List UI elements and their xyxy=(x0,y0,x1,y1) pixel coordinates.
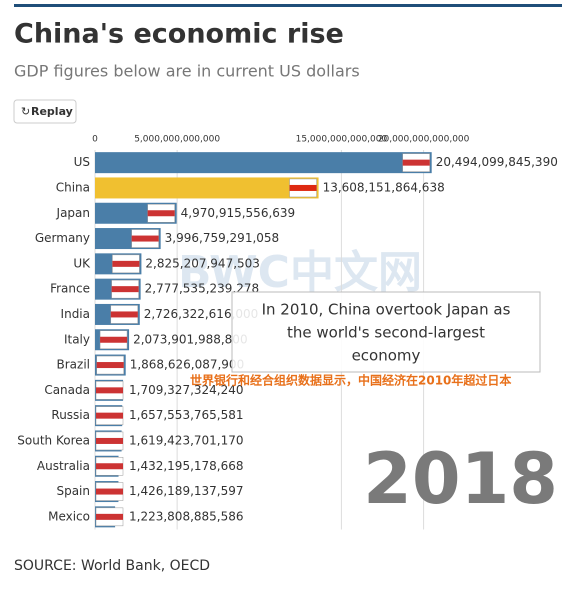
y-tick-label: India xyxy=(61,307,90,321)
value-label: 13,608,151,864,638 xyxy=(323,180,445,194)
flag-stripe xyxy=(402,159,430,166)
x-tick-label: 0 xyxy=(92,135,98,145)
annotation-line: In 2010, China overtook Japan as xyxy=(262,301,511,319)
value-label: 1,619,423,701,170 xyxy=(129,433,244,447)
annotation-line: the world's second-largest xyxy=(287,324,485,342)
flag xyxy=(402,153,430,172)
button-box[interactable] xyxy=(13,99,77,124)
y-tick-label: Russia xyxy=(51,408,90,422)
caption: 世界银行和经合组织数据显示，中国经济在2010年超过日本 xyxy=(190,373,511,388)
flag xyxy=(95,482,124,501)
y-tick-label: Brazil xyxy=(57,358,91,372)
replay-button[interactable]: ↻ Replay xyxy=(13,99,77,124)
flag xyxy=(95,431,124,451)
flag xyxy=(112,254,140,274)
flag xyxy=(131,229,159,248)
value-label: 2,825,207,947,503 xyxy=(145,256,260,270)
flag-stripe xyxy=(96,488,123,495)
y-tick-label: Spain xyxy=(56,484,90,498)
value-label: 4,970,915,556,639 xyxy=(181,206,296,220)
y-tick-label: South Korea xyxy=(17,433,90,447)
flag xyxy=(99,330,128,349)
y-tick-label: Germany xyxy=(35,231,90,245)
value-label: 1,432,195,178,668 xyxy=(129,459,244,473)
chart-title: China's economic rise xyxy=(14,19,344,50)
annotation-box xyxy=(231,291,541,373)
flag xyxy=(96,355,124,375)
annotation-line: economy xyxy=(352,347,421,365)
x-tick-label: 20,000,000,000,000 xyxy=(378,135,470,145)
y-tick-label: China xyxy=(56,180,90,194)
flag-stripe xyxy=(96,387,123,394)
flag-stripe xyxy=(289,184,317,191)
flag-stripe xyxy=(110,311,138,318)
flag-stripe xyxy=(131,235,159,242)
top-rule xyxy=(14,4,562,7)
y-tick-label: Australia xyxy=(37,459,90,473)
value-label: 1,223,808,885,586 xyxy=(129,509,244,523)
flag-stripe xyxy=(111,286,139,293)
value-label: 1,657,553,765,581 xyxy=(129,408,244,422)
y-tick-label: UK xyxy=(73,256,91,270)
y-tick-label: France xyxy=(50,282,90,296)
flag-stripe xyxy=(96,463,123,470)
button-icon[interactable]: ↻ xyxy=(21,105,30,118)
value-label: 20,494,099,845,390 xyxy=(436,155,558,169)
y-tick-label: Mexico xyxy=(48,509,90,523)
flag-stripe xyxy=(147,210,175,217)
value-label: 2,073,901,988,800 xyxy=(133,332,248,346)
y-tick-label: Canada xyxy=(44,383,90,397)
flag-stripe xyxy=(96,513,123,520)
value-label: 2,726,322,616,000 xyxy=(144,307,259,321)
source: SOURCE: World Bank, OECD xyxy=(14,558,210,574)
y-tick-label: US xyxy=(74,155,90,169)
year-label: 2018 xyxy=(363,438,558,520)
flag-stripe xyxy=(96,362,124,369)
value-label: 2,777,535,239,278 xyxy=(145,282,260,296)
flag-stripe xyxy=(96,412,123,419)
flag xyxy=(111,279,139,299)
y-tick-label: Japan xyxy=(56,206,90,220)
flag-stripe xyxy=(96,437,123,444)
chart-subtitle: GDP figures below are in current US doll… xyxy=(14,62,360,81)
flag-stripe xyxy=(100,336,128,343)
button-label[interactable]: Replay xyxy=(31,105,73,118)
value-label: 1,426,189,137,597 xyxy=(129,484,244,498)
bar xyxy=(95,152,432,174)
x-tick-label: 15,000,000,000,000 xyxy=(296,135,388,145)
flag xyxy=(95,406,124,425)
flag-stripe xyxy=(112,260,140,267)
value-label: 1,709,327,324,240 xyxy=(129,383,244,397)
x-tick-label: 5,000,000,000,000 xyxy=(134,135,220,145)
flag xyxy=(147,204,175,223)
value-label: 3,996,759,291,058 xyxy=(165,231,280,245)
flag xyxy=(289,178,317,198)
flag xyxy=(95,457,124,476)
value-label: 1,868,626,087,900 xyxy=(130,358,245,372)
flag xyxy=(95,507,124,527)
flag xyxy=(110,305,139,324)
bar xyxy=(95,177,319,199)
flag xyxy=(95,381,124,400)
watermark: BWC中文网 xyxy=(178,247,422,298)
y-tick-label: Italy xyxy=(64,332,90,346)
